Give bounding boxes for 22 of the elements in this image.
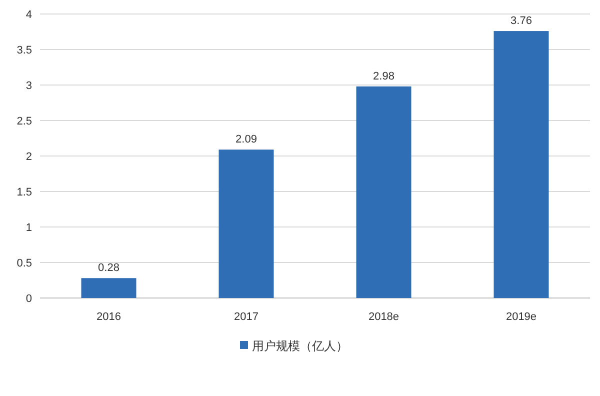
y-tick-label: 3.5: [16, 44, 32, 56]
y-tick-label: 1: [26, 222, 32, 234]
x-tick-label: 2016: [96, 311, 121, 323]
y-tick-label: 0: [26, 293, 32, 305]
y-tick-label: 2: [26, 151, 32, 163]
data-label: 2.09: [236, 134, 257, 146]
data-label: 3.76: [510, 15, 532, 28]
y-tick-label: 3: [26, 80, 32, 92]
y-tick-label: 1.5: [16, 186, 32, 198]
data-label: 0.28: [98, 262, 120, 274]
data-label: 2.98: [373, 70, 394, 82]
bar: [494, 31, 549, 298]
bar: [218, 150, 274, 298]
legend-label: 用户规模（亿人）: [252, 339, 348, 353]
y-tick-label: 4: [26, 9, 32, 21]
x-tick-label: 2018e: [368, 311, 400, 323]
y-tick-label: 0.5: [16, 258, 32, 270]
x-tick-label: 2019e: [506, 311, 537, 323]
y-tick-label: 2.5: [16, 116, 32, 128]
x-tick-label: 2017: [234, 311, 258, 323]
bar: [81, 278, 136, 298]
bar: [356, 86, 412, 298]
